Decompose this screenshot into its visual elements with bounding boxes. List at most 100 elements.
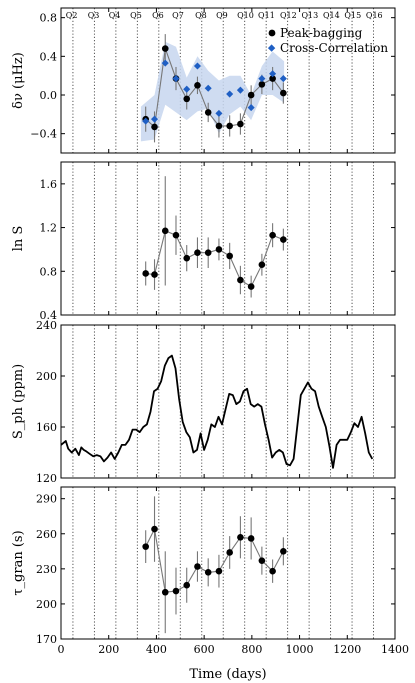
ytick-label-0: 0.4 — [40, 309, 58, 322]
xtick-label-5: 1000 — [286, 643, 314, 656]
ytick-label-3: 260 — [36, 528, 57, 541]
panel-dnu-yticks: −0.4 0.0 0.4 0.8 — [30, 12, 395, 141]
data-point-13 — [280, 89, 287, 97]
cc-marker-7 — [215, 109, 223, 117]
quarter-label-Q5: Q5 — [130, 11, 142, 20]
legend-marker-cross-correlation — [267, 44, 276, 52]
quarter-label-Q7: Q7 — [172, 11, 184, 20]
legend: Peak-bagging Cross-Correlation — [267, 26, 388, 55]
cc-marker-11 — [258, 75, 266, 83]
cc-marker-2 — [161, 59, 169, 67]
ytick-label-1: 0.0 — [40, 89, 58, 102]
data-point-7 — [215, 122, 223, 130]
series-connector-line — [145, 230, 284, 288]
data-point-5 — [194, 249, 201, 257]
panel-sph-ylabel: S_ph (ppm) — [11, 364, 26, 439]
quarter-label-Q14: Q14 — [323, 11, 340, 20]
ytick-label-3: 1.6 — [40, 178, 58, 191]
panel-lnS-ylabel: ln S — [11, 226, 26, 252]
cc-marker-6 — [204, 84, 212, 92]
quarter-label-Q8: Q8 — [195, 11, 207, 20]
xtick-label-1: 200 — [98, 643, 119, 656]
data-point-13 — [280, 548, 287, 555]
panel-lnS-quarter-lines — [72, 162, 374, 315]
legend-label-peak-bagging: Peak-bagging — [280, 26, 363, 40]
panel-dnu-frame — [60, 7, 396, 154]
quarter-label-Q2: Q2 — [66, 11, 78, 20]
quarter-label-Q12: Q12 — [280, 11, 297, 20]
data-point-4 — [183, 254, 191, 262]
data-point-9 — [237, 533, 244, 541]
panel-lnS-series — [142, 176, 287, 298]
cc-marker-1 — [150, 115, 159, 123]
xtick-label-6: 1200 — [333, 643, 361, 656]
legend-marker-peak-bagging — [268, 29, 276, 37]
data-point-10 — [247, 283, 255, 290]
data-point-2 — [161, 45, 169, 52]
panel-sph-quarter-lines — [72, 325, 374, 478]
data-point-6 — [204, 109, 212, 116]
x-axis-label: Time (days) — [189, 667, 266, 682]
data-point-7 — [215, 246, 223, 253]
ytick-label-3: 240 — [36, 319, 57, 332]
quarter-label-Q9: Q9 — [216, 11, 228, 20]
panel-lnS: 0.4 0.8 1.2 1.6 ln S — [11, 161, 396, 322]
data-point-12 — [269, 567, 276, 575]
cc-marker-4 — [183, 85, 191, 93]
panel-tau: 170 200 230 260 290 0 200 400 600 800 1000 1200 140… — [11, 486, 409, 682]
data-point-3 — [172, 587, 180, 595]
uncertainty-band — [140, 41, 285, 142]
panel-dnu: Q2 Q3 Q4 Q5 Q6 Q7 Q8 Q9 Q10 Q11 Q12 Q13 Q14 Q15 Q16 −0… — [11, 7, 396, 154]
data-point-5 — [194, 563, 201, 570]
quarter-label-Q13: Q13 — [301, 11, 318, 20]
ytick-label-4: 290 — [36, 493, 57, 506]
data-point-8 — [226, 549, 233, 556]
panel-lnS-yticks: 0.4 0.8 1.2 1.6 — [40, 178, 395, 322]
data-point-8 — [226, 122, 233, 130]
panel-lnS-frame — [60, 161, 396, 316]
cc-marker-3 — [172, 75, 180, 83]
panel-dnu-series — [142, 34, 287, 143]
data-point-9 — [237, 276, 244, 284]
ytick-label-2: 0.4 — [40, 50, 58, 63]
data-point-10 — [247, 535, 255, 542]
data-point-2 — [161, 227, 169, 235]
data-point-8 — [226, 252, 233, 260]
data-point-4 — [183, 95, 191, 103]
panel-dnu-xticks — [60, 8, 396, 153]
quarter-label-Q6: Q6 — [152, 11, 164, 20]
data-point-11 — [258, 81, 266, 88]
panel-tau-frame — [60, 486, 396, 640]
panel-sph-frame — [60, 324, 396, 479]
panel-tau-series — [142, 496, 287, 634]
panel-dnu-band — [140, 41, 285, 142]
ytick-label-0: −0.4 — [30, 128, 57, 141]
xtick-label-7: 1400 — [381, 643, 409, 656]
cc-marker-9 — [236, 86, 244, 94]
cc-marker-5 — [193, 62, 201, 70]
xtick-label-0: 0 — [58, 643, 65, 656]
ytick-label-2: 1.2 — [40, 222, 58, 235]
ytick-label-0: 120 — [36, 472, 57, 485]
data-point-6 — [204, 569, 212, 576]
panel-lnS-xticks — [60, 162, 396, 315]
panel-sph: 120 160 200 240 S_ph (ppm) — [11, 319, 396, 485]
xtick-label-2: 400 — [146, 643, 167, 656]
data-point-1 — [151, 525, 158, 533]
panel-dnu-ylabel: δν (μHz) — [11, 52, 26, 109]
quarter-label-Q10: Q10 — [237, 11, 254, 20]
cc-marker-10 — [247, 104, 255, 112]
ytick-label-1: 160 — [36, 421, 57, 434]
data-point-2 — [161, 588, 169, 596]
xtick-label-4: 800 — [241, 643, 262, 656]
quarter-label-Q15: Q15 — [344, 11, 361, 20]
panel-tau-xticks: 0 200 400 600 800 1000 1200 1400 — [58, 487, 409, 656]
data-point-9 — [237, 120, 244, 128]
panel-sph-series — [61, 354, 374, 469]
panel-dnu-quarter-labels: Q2 Q3 Q4 Q5 Q6 Q7 Q8 Q9 Q10 Q11 Q12 Q13 Q14 Q15 Q16 — [66, 11, 383, 20]
panel-sph-yticks: 120 160 200 240 — [36, 319, 395, 485]
ytick-label-1: 0.8 — [40, 265, 58, 278]
data-point-6 — [204, 249, 212, 257]
data-point-11 — [258, 557, 266, 564]
